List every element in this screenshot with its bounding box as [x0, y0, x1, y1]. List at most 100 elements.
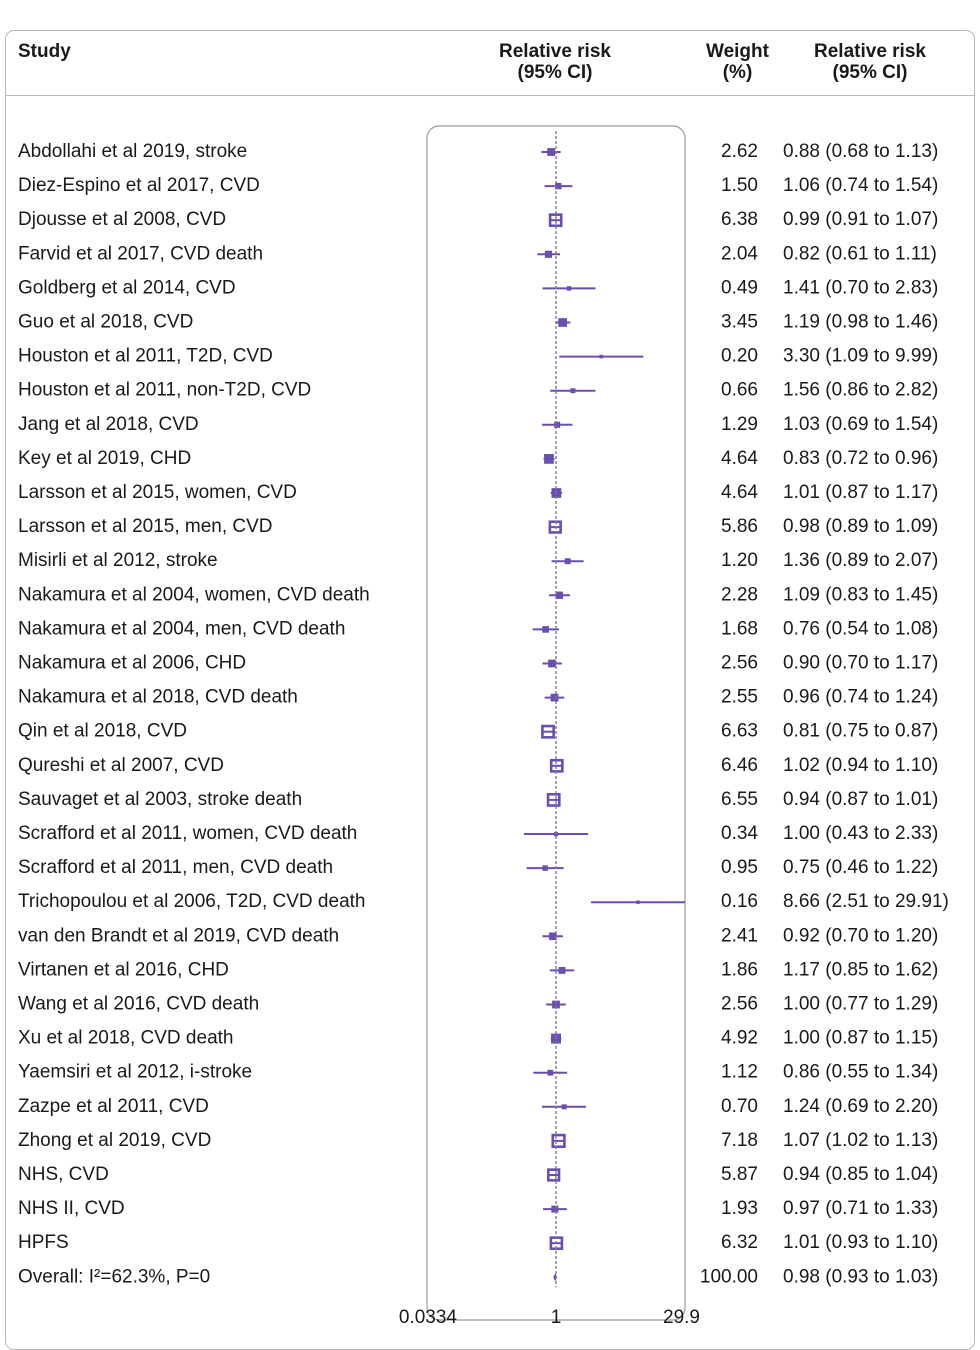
study-label: Scrafford et al 2011, men, CVD death — [18, 857, 333, 878]
ci-text: 1.19 (0.98 to 1.46) — [783, 312, 938, 333]
study-row: Qin et al 2018, CVD 6.63 0.81 (0.75 to 0.8… — [18, 721, 938, 742]
ci-text: 0.98 (0.93 to 1.03) — [783, 1266, 938, 1287]
weight-value: 0.16 — [721, 891, 758, 912]
x-tick-label: 1 — [551, 1307, 562, 1328]
point-estimate — [542, 865, 548, 871]
ci-text: 1.00 (0.43 to 2.33) — [783, 823, 938, 844]
study-row: NHS II, CVD 1.93 0.97 (0.71 to 1.33) — [18, 1198, 938, 1219]
ci-text: 1.00 (0.87 to 1.15) — [783, 1028, 938, 1049]
ci-text: 1.06 (0.74 to 1.54) — [783, 175, 938, 196]
study-row: Houston et al 2011, non-T2D, CVD 0.66 1.56… — [18, 380, 938, 401]
study-label: Qin et al 2018, CVD — [18, 721, 187, 742]
weight-value: 4.64 — [721, 482, 758, 503]
study-label: HPFS — [18, 1232, 69, 1253]
point-estimate — [559, 967, 566, 974]
weight-value: 7.18 — [721, 1130, 758, 1151]
ci-text: 3.30 (1.09 to 9.99) — [783, 346, 938, 367]
weight-value: 1.29 — [721, 414, 758, 435]
study-row: van den Brandt et al 2019, CVD death 2.41… — [18, 925, 938, 946]
ci-text: 1.02 (0.94 to 1.10) — [783, 755, 938, 776]
study-label: NHS, CVD — [18, 1164, 109, 1185]
study-label: Larsson et al 2015, men, CVD — [18, 516, 273, 537]
ci-text: 1.03 (0.69 to 1.54) — [783, 414, 938, 435]
point-estimate — [567, 286, 572, 291]
study-label: NHS II, CVD — [18, 1198, 125, 1219]
point-estimate — [545, 251, 552, 258]
weight-value: 3.45 — [721, 312, 758, 333]
weight-value: 2.55 — [721, 687, 758, 708]
weight-value: 0.20 — [721, 346, 758, 367]
study-label: Guo et al 2018, CVD — [18, 312, 193, 333]
weight-value: 0.34 — [721, 823, 758, 844]
point-estimate — [544, 454, 554, 464]
study-row: Scrafford et al 2011, women, CVD death 0.… — [18, 823, 938, 844]
study-row: HPFS 6.32 1.01 (0.93 to 1.10) — [18, 1232, 938, 1253]
study-label: Nakamura et al 2006, CHD — [18, 653, 246, 674]
weight-value: 1.20 — [721, 550, 758, 571]
study-row: Goldberg et al 2014, CVD 0.49 1.41 (0.70 t… — [18, 277, 938, 298]
point-estimate — [547, 148, 555, 156]
ci-text: 1.01 (0.93 to 1.10) — [783, 1232, 938, 1253]
point-estimate — [547, 1070, 553, 1076]
study-label: Trichopoulou et al 2006, T2D, CVD death — [18, 891, 365, 912]
study-label: Qureshi et al 2007, CVD — [18, 755, 224, 776]
overall-label: Overall: I²=62.3%, P=0 — [18, 1266, 210, 1287]
study-label: Zazpe et al 2011, CVD — [18, 1096, 209, 1117]
ci-text: 0.98 (0.89 to 1.09) — [783, 516, 938, 537]
overall-row: Overall: I²=62.3%, P=0 100.00 0.98 (0.93 t… — [18, 1266, 938, 1287]
study-label: Misirli et al 2012, stroke — [18, 550, 218, 571]
study-row: Sauvaget et al 2003, stroke death 6.55 0.9… — [18, 789, 938, 810]
weight-value: 1.93 — [721, 1198, 758, 1219]
study-label: Zhong et al 2019, CVD — [18, 1130, 211, 1151]
ci-text: 0.94 (0.85 to 1.04) — [783, 1164, 938, 1185]
ci-text: 0.92 (0.70 to 1.20) — [783, 925, 938, 946]
study-row: Guo et al 2018, CVD 3.45 1.19 (0.98 to 1.4… — [18, 312, 938, 333]
weight-value: 1.12 — [721, 1062, 758, 1083]
ci-text: 1.00 (0.77 to 1.29) — [783, 994, 938, 1015]
weight-value: 2.56 — [721, 994, 758, 1015]
study-row: Diez-Espino et al 2017, CVD 1.50 1.06 (0.7… — [18, 175, 938, 196]
point-estimate — [542, 626, 549, 633]
point-estimate — [570, 388, 575, 393]
point-estimate — [551, 694, 559, 702]
ci-text: 1.41 (0.70 to 2.83) — [783, 277, 938, 298]
weight-value: 6.63 — [721, 721, 758, 742]
study-row: Key et al 2019, CHD 4.64 0.83 (0.72 to 0.9… — [18, 448, 938, 469]
point-estimate — [548, 660, 556, 668]
study-label: Jang et al 2018, CVD — [18, 414, 199, 435]
study-label: Sauvaget et al 2003, stroke death — [18, 789, 302, 810]
weight-value: 1.68 — [721, 618, 758, 639]
study-label: Key et al 2019, CHD — [18, 448, 191, 469]
study-row: Nakamura et al 2004, men, CVD death 1.68 0… — [18, 618, 938, 639]
ci-text: 0.83 (0.72 to 0.96) — [783, 448, 938, 469]
weight-value: 2.56 — [721, 653, 758, 674]
ci-text: 0.75 (0.46 to 1.22) — [783, 857, 938, 878]
study-row: Trichopoulou et al 2006, T2D, CVD death 0… — [18, 891, 949, 912]
study-row: Scrafford et al 2011, men, CVD death 0.95… — [18, 857, 938, 878]
weight-value: 6.38 — [721, 209, 758, 230]
study-label: Houston et al 2011, T2D, CVD — [18, 346, 273, 367]
study-row: Nakamura et al 2004, women, CVD death 2.2… — [18, 584, 938, 605]
study-label: van den Brandt et al 2019, CVD death — [18, 925, 339, 946]
weight-value: 6.55 — [721, 789, 758, 810]
study-row: Misirli et al 2012, stroke 1.20 1.36 (0.89… — [18, 550, 938, 571]
weight-value: 0.95 — [721, 857, 758, 878]
ci-text: 0.97 (0.71 to 1.33) — [783, 1198, 938, 1219]
x-tick-label: 29.9 — [663, 1307, 700, 1328]
study-row: Wang et al 2016, CVD death 2.56 1.00 (0.77… — [18, 994, 938, 1015]
study-row: Larsson et al 2015, women, CVD 4.64 1.01 (… — [18, 482, 938, 503]
study-label: Diez-Espino et al 2017, CVD — [18, 175, 260, 196]
weight-value: 2.28 — [721, 584, 758, 605]
study-row: Zazpe et al 2011, CVD 0.70 1.24 (0.69 to 2… — [18, 1096, 938, 1117]
ci-text: 0.94 (0.87 to 1.01) — [783, 789, 938, 810]
ci-text: 1.17 (0.85 to 1.62) — [783, 959, 938, 980]
x-tick-label: 0.0334 — [399, 1307, 458, 1328]
study-label: Yaemsiri et al 2012, i-stroke — [18, 1062, 252, 1083]
study-row: Jang et al 2018, CVD 1.29 1.03 (0.69 to 1.… — [18, 414, 938, 435]
study-row: NHS, CVD 5.87 0.94 (0.85 to 1.04) — [18, 1164, 938, 1185]
study-label: Houston et al 2011, non-T2D, CVD — [18, 380, 311, 401]
ci-text: 0.96 (0.74 to 1.24) — [783, 687, 938, 708]
study-label: Nakamura et al 2004, men, CVD death — [18, 618, 345, 639]
point-estimate — [600, 355, 604, 359]
